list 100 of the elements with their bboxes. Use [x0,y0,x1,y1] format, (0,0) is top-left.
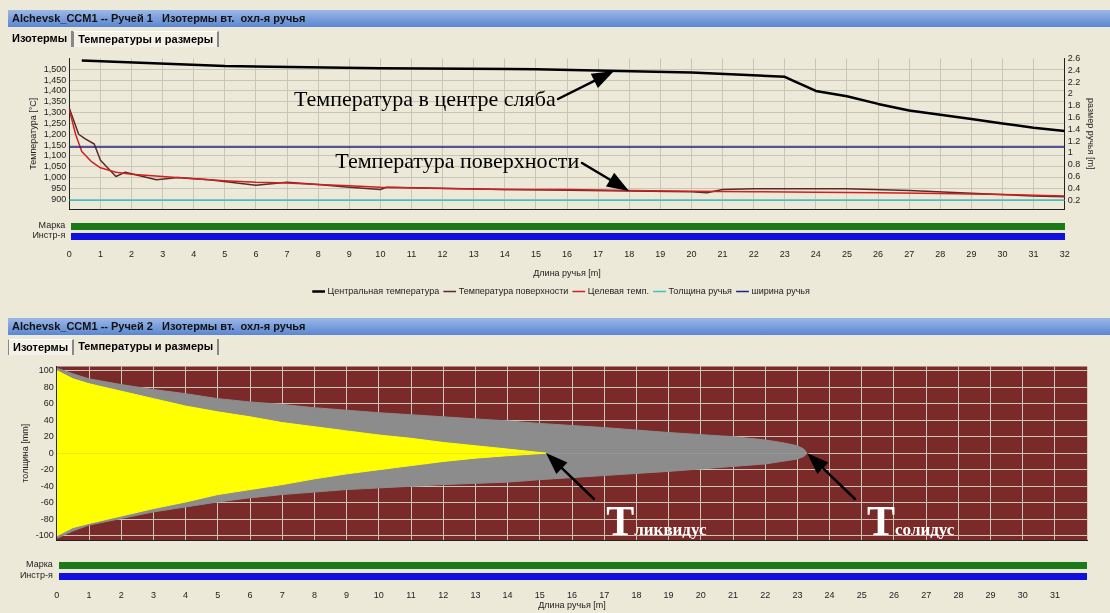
x-tick-label: 16 [567,589,578,600]
x-tick-label: 3 [150,589,156,600]
x-tick-label: 7 [279,589,285,600]
legend-label: Целевая темп. [587,285,650,296]
x-tick-label: 12 [437,248,448,259]
y2-axis-title: размер ручья [m] [1086,98,1097,170]
y2-tick-label: 2 [1067,88,1073,99]
y2-tick-label: 0.4 [1067,182,1081,193]
x-tick-label: 15 [530,248,541,259]
x-tick-label: 10 [375,248,386,259]
x-tick-label: 14 [502,589,513,600]
x-tick-label: 18 [631,589,642,600]
y-tick-label: 1,400 [43,85,67,96]
y-tick-label: 0 [48,447,54,458]
x-tick-label: 2 [118,589,124,600]
x-tick-label: 25 [841,248,852,259]
x-tick-label: 9 [346,248,352,259]
y-tick-label: -80 [40,513,54,524]
y2-tick-label: 2.6 [1067,52,1081,63]
y-tick-label: -40 [40,480,54,491]
x-tick-label: 10 [373,589,384,600]
x-tick-label: 27 [921,589,932,600]
x-tick-label: 4 [191,248,197,259]
chart-title: Alchevsk_CCM1 -- Ручей 2 Изотермы вт. охл-я ручья [8,318,1110,335]
y2-tick-label: 1.2 [1067,135,1081,146]
x-tick-label: 1 [97,248,103,259]
text: Марка [37,220,66,230]
x-tick-label: 14 [499,248,510,259]
x-tick-label: 17 [593,248,604,259]
y-tick-label: -100 [35,530,54,541]
x-tick-label: 15 [534,589,545,600]
x-tick-label: 18 [624,248,635,259]
y-axis-title: Температура [°C] [27,97,38,170]
text: Изотермы [8,31,74,47]
x-tick-label: 13 [470,589,481,600]
y-tick-label: -20 [40,464,54,475]
legend-label: Температура поверхности [458,285,569,296]
y-tick-label: -60 [40,497,54,508]
legend-label: ширина ручья [751,285,811,296]
x-tick-label: 19 [655,248,666,259]
x-tick-label: 30 [1017,589,1028,600]
y-tick-label: 40 [43,414,54,425]
x-tick-label: 5 [215,589,221,600]
y-tick-label: 1,100 [43,150,67,161]
x-tick-label: 21 [717,248,728,259]
x-tick-label: 6 [253,248,259,259]
x-axis-title: Длина ручья [m] [533,268,601,279]
y2-tick-label: 1.4 [1067,123,1081,134]
y-tick-label: 1,450 [43,74,67,85]
x-tick-label: 3 [160,248,166,259]
y-tick-label: 1,250 [43,117,67,128]
y-tick-label: 60 [43,398,54,409]
x-tick-label: 26 [888,589,900,600]
y-tick-label: 100 [38,365,54,376]
x-tick-label: 27 [904,248,915,259]
y-tick-label: 900 [51,193,67,204]
y-axis-title: толщина [mm] [19,423,30,483]
y-tick-label: 1,300 [43,107,67,118]
y2-tick-label: 0.2 [1067,194,1081,205]
x-tick-label: 23 [792,589,803,600]
y2-tick-label: 1.6 [1067,111,1081,122]
x-tick-label: 16 [562,248,573,259]
x-tick-label: 21 [727,589,739,600]
x-tick-label: 5 [222,248,228,259]
x-tick-label: 1 [86,589,92,600]
x-tick-label: 17 [599,589,610,600]
x-tick-label: 7 [284,248,290,259]
x-tick-label: 8 [315,248,321,259]
y-tick-label: 1,350 [43,96,67,107]
x-tick-label: 19 [663,589,674,600]
x-tick-label: 29 [985,589,996,600]
x-tick-label: 26 [873,248,884,259]
x-tick-label: 28 [935,248,946,259]
y-tick-label: 1,200 [43,128,67,139]
y-tick-label: 950 [51,182,67,193]
x-tick-label: 23 [779,248,790,259]
x-tick-label: 2 [129,248,135,259]
text: Изотермы [8,339,75,355]
chart-title: Alchevsk_CCM1 -- Ручей 1 Изотермы вт. охл-я ручья [8,10,1110,27]
text: Марка [25,559,53,569]
y2-tick-label: 0.8 [1067,159,1081,170]
y2-tick-label: 0.6 [1067,171,1081,181]
annotation: Температура в центре сляба [293,86,556,112]
text: Инстр-я [31,230,66,240]
x-tick-label: 29 [966,248,977,259]
x-tick-label: 4 [183,589,189,600]
x-tick-label: 28 [953,589,964,600]
x-tick-label: 11 [406,248,417,259]
y-tick-label: 20 [43,431,54,442]
x-tick-label: 24 [810,248,821,259]
legend-label: Центральная температура [327,285,440,296]
x-tick-label: 13 [468,248,479,259]
y-tick-label: 1,050 [43,161,67,172]
x-tick-label: 32 [1059,248,1070,259]
text: Температуры и размеры [74,339,220,355]
x-tick-label: 20 [686,248,697,259]
y-tick-label: 80 [43,381,54,392]
x-tick-label: 31 [1049,589,1060,600]
x-tick-label: 6 [247,589,253,600]
x-tick-label: 25 [856,589,867,600]
